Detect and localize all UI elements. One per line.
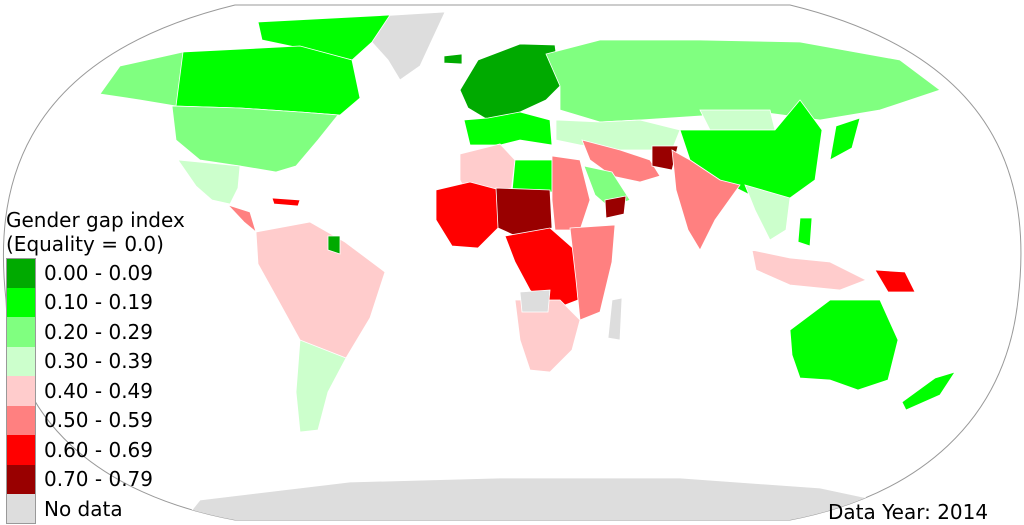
legend-item: 0.40 - 0.49	[6, 376, 206, 406]
indonesia-region	[751, 249, 867, 291]
mexico-region	[177, 159, 241, 205]
southern-africa-region	[514, 299, 581, 373]
legend-swatch	[6, 494, 36, 524]
russia-region	[545, 39, 941, 123]
middle-east-region	[581, 139, 661, 183]
india-region	[671, 149, 741, 251]
legend-swatch	[6, 346, 36, 376]
legend-label: 0.70 - 0.79	[44, 467, 153, 492]
canada-region	[164, 45, 361, 116]
legend-label: No data	[44, 496, 123, 521]
southern-europe-region	[463, 111, 553, 146]
namibia-region	[519, 289, 551, 313]
legend-item: No data	[6, 494, 206, 524]
legend-label: 0.60 - 0.69	[44, 437, 153, 462]
map-legend: Gender gap index (Equality = 0.0) 0.00 -…	[6, 208, 206, 524]
legend-items: 0.00 - 0.09 0.10 - 0.19 0.20 - 0.29 0.30 - …	[6, 258, 206, 524]
legend-item: 0.70 - 0.79	[6, 464, 206, 494]
legend-item: 0.30 - 0.39	[6, 346, 206, 376]
new-zealand-region	[901, 371, 956, 411]
legend-label: 0.50 - 0.59	[44, 408, 153, 433]
legend-label: 0.10 - 0.19	[44, 290, 153, 315]
antarctica-region	[179, 477, 901, 520]
data-year-label: Data Year:	[828, 500, 931, 524]
data-year-caption: Data Year: 2014	[828, 500, 988, 524]
legend-label: 0.20 - 0.29	[44, 319, 153, 344]
legend-label: 0.40 - 0.49	[44, 378, 153, 403]
legend-item: 0.60 - 0.69	[6, 435, 206, 465]
legend-item: 0.00 - 0.09	[6, 258, 206, 288]
legend-swatch	[6, 464, 36, 494]
southern-cone-region	[295, 339, 347, 433]
greenland-region	[369, 11, 446, 81]
japan-region	[829, 117, 861, 161]
australia-region	[789, 299, 899, 391]
legend-swatch	[6, 317, 36, 347]
legend-swatch	[6, 287, 36, 317]
usa-region	[171, 105, 339, 173]
libya-region	[511, 159, 553, 193]
iceland-region	[443, 53, 463, 65]
legend-label: 0.30 - 0.39	[44, 349, 153, 374]
legend-title-line1: Gender gap index	[6, 208, 185, 232]
legend-swatch	[6, 435, 36, 465]
mongolia-region	[699, 109, 776, 131]
guyana-region	[327, 235, 341, 255]
afghanistan-region	[651, 145, 679, 171]
legend-item: 0.50 - 0.59	[6, 405, 206, 435]
madagascar-region	[607, 297, 623, 341]
northern-europe-region	[459, 43, 561, 121]
legend-item: 0.10 - 0.19	[6, 287, 206, 317]
caribbean-region	[271, 197, 301, 207]
southeast-asia-region	[744, 184, 791, 241]
legend-swatch	[6, 405, 36, 435]
alaska-region	[99, 51, 184, 107]
legend-label: 0.00 - 0.09	[44, 260, 153, 285]
legend-item: 0.20 - 0.29	[6, 317, 206, 347]
data-year-value: 2014	[937, 500, 989, 524]
papua-region	[874, 269, 916, 293]
legend-swatch	[6, 258, 36, 288]
legend-title-line2: (Equality = 0.0)	[6, 232, 164, 256]
philippines-region	[797, 217, 813, 247]
west-africa-region	[435, 181, 501, 249]
east-africa-region	[569, 224, 616, 321]
legend-swatch	[6, 376, 36, 406]
yemen-region	[604, 195, 627, 219]
